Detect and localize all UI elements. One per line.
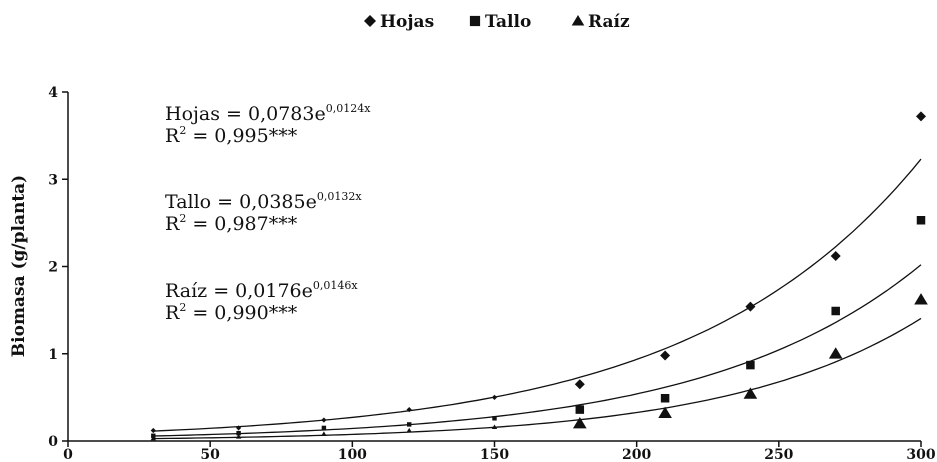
y-tick-label: 3 — [48, 172, 58, 188]
equation-formula: Raíz = 0,0176e0,0146x — [165, 279, 358, 302]
point-tallo — [321, 425, 327, 431]
fit-curve-tallo — [153, 264, 922, 437]
point-tallo — [406, 422, 412, 427]
fit-curves — [153, 158, 922, 440]
point-tallo — [575, 405, 585, 414]
point-tallo — [151, 433, 156, 438]
point-hojas — [491, 394, 498, 400]
y-tick-label: 0 — [48, 434, 58, 450]
equation-r2: R2 = 0,990*** — [165, 301, 298, 324]
y-tick-label: 2 — [48, 260, 58, 276]
y-axis-label: Biomasa (g/planta) — [9, 175, 29, 357]
legend-item-0: Hojas — [364, 12, 434, 32]
point-raíz — [235, 434, 242, 439]
point-hojas — [745, 301, 756, 312]
y-ticks: 0 1 2 3 4 — [48, 85, 68, 450]
x-ticks: 0 50 100 150 200 250 300 — [63, 441, 936, 462]
point-raíz — [743, 387, 758, 399]
point-tallo — [660, 393, 670, 403]
point-raíz — [914, 293, 928, 305]
square-icon — [469, 15, 481, 27]
x-tick-label: 250 — [764, 447, 793, 462]
triangle-icon — [571, 15, 585, 26]
equation-r2: R2 = 0,995*** — [165, 124, 298, 147]
x-tick-label: 0 — [63, 447, 73, 462]
fit-curve-hojas — [153, 158, 922, 432]
legend-label: Hojas — [380, 12, 434, 32]
point-hojas — [321, 417, 327, 423]
point-tallo — [831, 306, 840, 316]
point-raíz — [828, 347, 843, 359]
point-hojas — [830, 251, 841, 262]
point-raíz — [321, 431, 327, 436]
point-tallo — [492, 416, 497, 421]
point-raíz — [150, 435, 157, 441]
diamond-icon — [364, 15, 376, 27]
x-tick-label: 200 — [622, 447, 651, 462]
x-tick-label: 100 — [338, 447, 367, 462]
x-tick-label: 150 — [480, 447, 509, 462]
point-hojas — [916, 111, 926, 122]
point-hojas — [660, 350, 671, 361]
equation-formula: Tallo = 0,0385e0,0132x — [165, 190, 362, 213]
point-hojas — [574, 379, 585, 390]
legend-label: Raíz — [588, 12, 630, 32]
legend-label: Tallo — [485, 12, 531, 32]
point-hojas — [236, 425, 242, 431]
point-tallo — [746, 360, 755, 370]
equation-formula: Hojas = 0,0783e0,0124x — [165, 102, 371, 125]
legend-item-2: Raíz — [571, 12, 630, 32]
point-raíz — [658, 406, 672, 418]
fit-curve-raíz — [153, 317, 922, 440]
point-hojas — [406, 406, 412, 413]
legend: Hojas Tallo Raíz — [364, 12, 630, 32]
point-tallo — [236, 430, 241, 436]
x-tick-label: 300 — [906, 447, 935, 462]
x-tick-label: 50 — [200, 447, 220, 462]
point-raíz — [572, 417, 587, 429]
point-raíz — [491, 424, 498, 429]
point-hojas — [150, 427, 156, 434]
y-tick-label: 1 — [48, 347, 58, 363]
data-points — [150, 111, 928, 441]
legend-item-1: Tallo — [469, 12, 531, 32]
y-tick-label: 4 — [48, 85, 58, 101]
point-tallo — [916, 216, 926, 225]
point-raíz — [406, 427, 412, 433]
equation-r2: R2 = 0,987*** — [165, 212, 298, 235]
